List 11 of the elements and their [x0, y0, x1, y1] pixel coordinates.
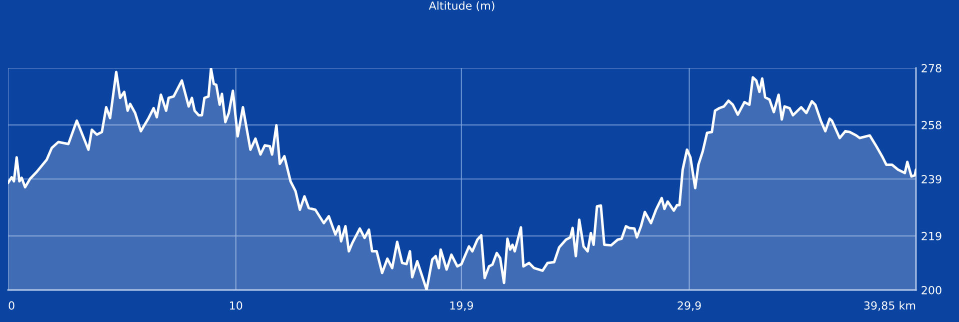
y-tick-label: 258 — [922, 120, 942, 130]
y-tick-label: 239 — [922, 174, 942, 184]
x-tick-label: 0 — [8, 301, 14, 310]
y-tick-label: 219 — [922, 232, 942, 240]
y-tick-label: 278 — [922, 64, 942, 72]
x-tick-label: 39,85 km — [864, 301, 916, 311]
y-tick-label: 200 — [922, 286, 942, 294]
chart-title: Altitude (m) — [428, 1, 494, 12]
x-tick-label: 10 — [230, 301, 242, 310]
x-tick-label: 29,9 — [678, 301, 701, 311]
x-tick-label: 19,9 — [450, 301, 474, 311]
